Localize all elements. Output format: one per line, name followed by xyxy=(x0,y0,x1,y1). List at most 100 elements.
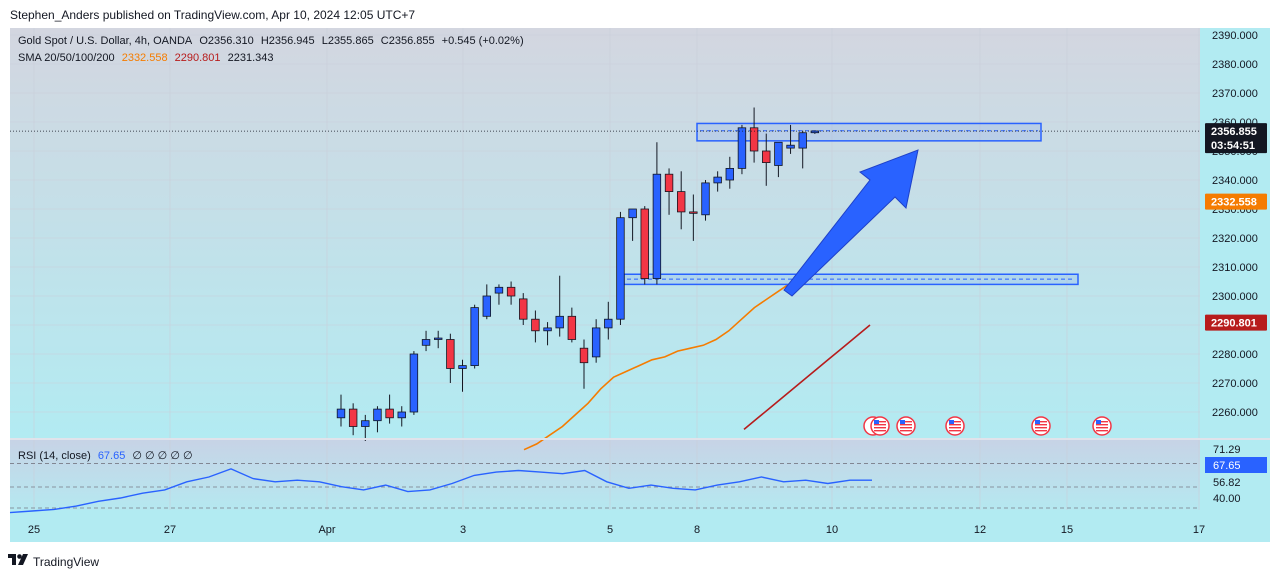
candle-body xyxy=(689,211,698,214)
price-tick-label: 2380.000 xyxy=(1212,59,1258,71)
candle-body xyxy=(433,337,443,340)
close-value: C2356.855 xyxy=(380,35,435,47)
price-tick-label: 2320.000 xyxy=(1212,233,1258,245)
candle-body xyxy=(798,132,807,149)
time-tick-label: 27 xyxy=(164,524,176,536)
candle-body xyxy=(446,339,455,369)
candle-body xyxy=(677,191,686,213)
time-tick-label: 5 xyxy=(607,524,613,536)
candle-body xyxy=(616,217,625,320)
us-flag-canton xyxy=(874,420,879,424)
us-flag-stripe xyxy=(1035,421,1047,423)
price-tick-label: 2310.000 xyxy=(1212,262,1258,274)
time-tick-label: 8 xyxy=(694,524,700,536)
time-axis-background xyxy=(10,510,1200,542)
trend-arrow-annotation xyxy=(783,149,919,297)
rsi-placeholders: ∅ ∅ ∅ ∅ ∅ xyxy=(132,450,193,462)
candle-body xyxy=(713,176,722,184)
countdown-badge-text: 03:54:51 xyxy=(1211,140,1255,152)
time-tick-label: 3 xyxy=(460,524,466,536)
candle-body xyxy=(762,150,771,163)
us-flag-stripe xyxy=(1035,424,1047,426)
price-tick-label: 2340.000 xyxy=(1212,175,1258,187)
rsi-value-badge-text: 67.65 xyxy=(1213,460,1241,472)
candle-body xyxy=(494,286,504,294)
rsi-value-badge xyxy=(1205,457,1267,473)
time-tick-label: 10 xyxy=(826,524,838,536)
open-value: O2356.310 xyxy=(199,35,254,47)
us-flag-canton xyxy=(949,420,954,424)
candle-body xyxy=(652,173,662,279)
change-value: +0.545 (+0.02%) xyxy=(441,35,524,47)
time-tick-label: 17 xyxy=(1193,524,1205,536)
us-flag-stripe xyxy=(874,421,886,423)
last-price-badge xyxy=(1205,123,1267,154)
us-flag-stripe xyxy=(874,424,886,426)
sma20-value: 2332.558 xyxy=(121,52,168,64)
candle-body xyxy=(470,307,479,367)
us-flag-stripe xyxy=(1096,424,1108,426)
us-flag-stripe xyxy=(1035,427,1047,429)
price-tick-label: 2390.000 xyxy=(1212,30,1258,42)
candle-body xyxy=(421,339,431,346)
sma20-price-badge xyxy=(1205,193,1267,210)
us-flag-stripe xyxy=(1096,430,1108,432)
last-price-badge-text: 2356.855 xyxy=(1211,126,1257,138)
us-flag-stripe xyxy=(900,424,912,426)
candle-body xyxy=(664,173,674,192)
rsi-40-label: 40.00 xyxy=(1213,493,1241,505)
sma50-line xyxy=(743,324,871,431)
candle-body xyxy=(531,318,540,332)
time-tick-label: Apr xyxy=(318,524,335,536)
candle-body xyxy=(725,167,734,181)
price-tick-label: 2270.000 xyxy=(1212,378,1258,390)
us-flag-event-icon xyxy=(1092,416,1112,436)
candle-body xyxy=(786,144,795,149)
candle-body xyxy=(749,127,759,152)
sma20-badge-text: 2332.558 xyxy=(1211,197,1257,209)
us-flag-event-icon xyxy=(1031,416,1051,436)
us-flag-stripe xyxy=(949,427,961,429)
price-tick-label: 2260.000 xyxy=(1212,407,1258,419)
price-axis-background xyxy=(1200,28,1270,542)
us-flag-stripe xyxy=(1035,430,1047,432)
ohlc-legend: Gold Spot / U.S. Dollar, 4h, OANDA O2356… xyxy=(18,35,528,47)
candle-body xyxy=(361,420,370,427)
candle-body xyxy=(774,141,783,166)
tradingview-logo-icon[interactable] xyxy=(8,554,30,568)
candle-body xyxy=(640,208,649,279)
candle-body xyxy=(604,318,613,329)
main-pane-background xyxy=(10,28,1200,438)
us-flag-canton xyxy=(900,420,905,424)
us-flag-stripe xyxy=(949,421,961,423)
rsi-lower-label: 56.82 xyxy=(1213,477,1241,489)
tradingview-brand[interactable]: TradingView xyxy=(33,555,100,569)
candle-body xyxy=(737,127,747,169)
us-flag-event-icon xyxy=(870,416,890,436)
us-flag-event-icon xyxy=(945,416,965,436)
us-flag-stripe xyxy=(949,430,961,432)
price-tick-label: 2370.000 xyxy=(1212,88,1258,100)
high-value: H2356.945 xyxy=(260,35,315,47)
us-flag-canton xyxy=(1035,420,1040,424)
us-flag-stripe xyxy=(1096,427,1108,429)
rsi-upper-label: 71.29 xyxy=(1213,444,1241,456)
us-flag-stripe xyxy=(900,421,912,423)
resistance-zone xyxy=(696,122,1042,142)
time-tick-label: 15 xyxy=(1061,524,1073,536)
candle-body xyxy=(409,353,419,413)
us-flag-event-icon xyxy=(896,416,916,436)
candle-body xyxy=(555,315,564,329)
candle-body xyxy=(458,365,467,369)
candle-body xyxy=(336,408,346,419)
candle-body xyxy=(506,286,516,297)
rsi-pane-background xyxy=(10,440,1200,510)
candle-body xyxy=(579,347,589,364)
time-tick-label: 12 xyxy=(974,524,986,536)
rsi-label: RSI (14, close) xyxy=(18,450,91,462)
sma50-value: 2290.801 xyxy=(174,52,221,64)
rsi-value: 67.65 xyxy=(97,450,126,462)
us-flag-stripe xyxy=(900,427,912,429)
pane-separator[interactable] xyxy=(10,438,1270,440)
